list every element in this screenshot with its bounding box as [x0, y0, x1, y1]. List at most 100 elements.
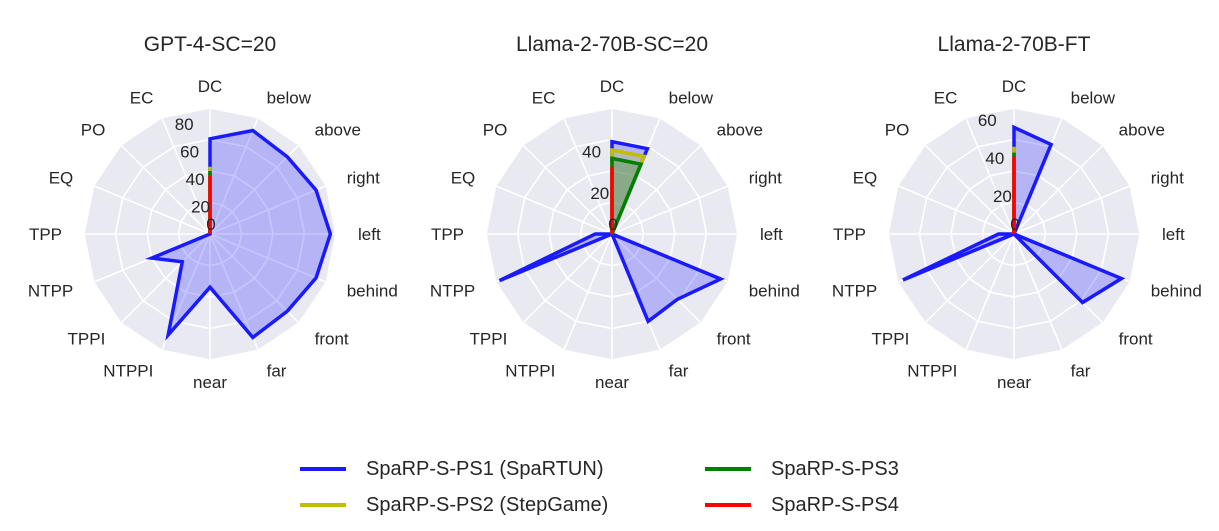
radar-spoke [495, 185, 613, 235]
legend-swatch-ps2 [300, 503, 346, 507]
category-label: DC [1002, 77, 1027, 96]
category-label: below [669, 88, 714, 107]
legend-label-ps1: SpaRP-S-PS1 (SpaRTUN) [366, 457, 604, 480]
radial-tick-label: 0 [206, 215, 215, 234]
category-label: PO [885, 120, 910, 139]
category-label: left [760, 225, 783, 244]
radar-spoke [522, 233, 613, 324]
category-label: above [1119, 120, 1165, 139]
category-label: PO [81, 120, 106, 139]
category-label: left [358, 225, 381, 244]
radar-spoke [897, 185, 1015, 235]
radar-spoke [611, 185, 729, 235]
legend-label-ps2: SpaRP-S-PS2 (StepGame) [366, 493, 609, 516]
legend-item-ps1: SpaRP-S-PS1 (SpaRTUN) [300, 454, 603, 484]
category-label: NTPP [430, 282, 475, 301]
category-label: below [267, 88, 312, 107]
radar-spoke [120, 144, 211, 235]
category-label: NTPPI [505, 362, 555, 381]
radar-spoke [611, 144, 702, 235]
legend-swatch-ps1 [300, 467, 346, 471]
category-label: above [717, 120, 763, 139]
category-label: TPP [29, 225, 62, 244]
legend: SpaRP-S-PS1 (SpaRTUN) SpaRP-S-PS3 SpaRP-… [300, 452, 1000, 528]
legend-item-ps2: SpaRP-S-PS2 (StepGame) [300, 490, 608, 520]
category-label: right [749, 168, 782, 187]
radar-spoke [209, 233, 327, 283]
category-label: EC [934, 88, 958, 107]
radar-spoke [522, 144, 613, 235]
radial-tick-label: 40 [186, 170, 205, 189]
category-label: near [193, 373, 227, 392]
radial-tick-label: 40 [582, 143, 601, 162]
category-label: EC [532, 88, 556, 107]
category-label: front [315, 330, 349, 349]
radar-spoke [924, 144, 1015, 235]
radar-spoke [965, 233, 1015, 351]
radar-spoke [965, 117, 1015, 235]
radar-spoke [209, 144, 300, 235]
category-label: near [997, 373, 1031, 392]
category-label: TPPI [68, 330, 106, 349]
category-label: below [1071, 88, 1116, 107]
legend-swatch-ps4 [705, 503, 751, 507]
radar-spoke [93, 185, 211, 235]
category-label: DC [600, 77, 625, 96]
radial-tick-label: 60 [180, 143, 199, 162]
category-label: right [1151, 168, 1184, 187]
category-label: near [595, 373, 629, 392]
category-label: behind [1151, 282, 1202, 301]
radial-tick-label: 20 [993, 187, 1012, 206]
radar-spoke [161, 117, 211, 235]
radar-spoke [209, 233, 300, 324]
category-label: left [1162, 225, 1185, 244]
radar-spoke [209, 117, 259, 235]
legend-item-ps3: SpaRP-S-PS3 [705, 454, 899, 484]
radar-spoke [563, 233, 613, 351]
chart-title: GPT-4-SC=20 [144, 33, 276, 56]
category-label: EQ [49, 168, 74, 187]
category-label: DC [198, 77, 223, 96]
category-label: right [347, 168, 380, 187]
radar-spoke [1013, 144, 1104, 235]
radar-spoke [611, 233, 702, 324]
radial-tick-label: 0 [1010, 215, 1019, 234]
radial-tick-label: 40 [985, 149, 1004, 168]
category-label: above [315, 120, 361, 139]
radar-spoke [120, 233, 211, 324]
radar-spoke [209, 233, 259, 351]
radial-tick-label: 0 [608, 215, 617, 234]
legend-swatch-ps3 [705, 467, 751, 471]
legend-label-ps3: SpaRP-S-PS3 [771, 457, 899, 480]
radial-tick-label: 20 [590, 184, 609, 203]
category-label: front [717, 330, 751, 349]
category-label: TPPI [470, 330, 508, 349]
category-label: EC [130, 88, 154, 107]
category-label: TPP [833, 225, 866, 244]
chart-title: Llama-2-70B-FT [938, 33, 1091, 56]
category-label: behind [749, 282, 800, 301]
category-label: TPPI [872, 330, 910, 349]
category-label: far [669, 362, 689, 381]
category-label: EQ [451, 168, 476, 187]
category-label: NTPP [832, 282, 877, 301]
category-label: behind [347, 282, 398, 301]
radar-spoke [1013, 185, 1131, 235]
radar-spoke [924, 233, 1015, 324]
category-label: PO [483, 120, 508, 139]
category-label: NTPPI [907, 362, 957, 381]
category-label: EQ [853, 168, 878, 187]
radar-spoke [209, 185, 327, 235]
category-label: front [1119, 330, 1153, 349]
category-label: far [267, 362, 287, 381]
category-label: far [1071, 362, 1091, 381]
radial-tick-label: 80 [175, 115, 194, 134]
radial-tick-label: 60 [978, 111, 997, 130]
radar-spoke [563, 117, 613, 235]
series-1-polygon [902, 124, 1126, 305]
legend-item-ps4: SpaRP-S-PS4 [705, 490, 899, 520]
